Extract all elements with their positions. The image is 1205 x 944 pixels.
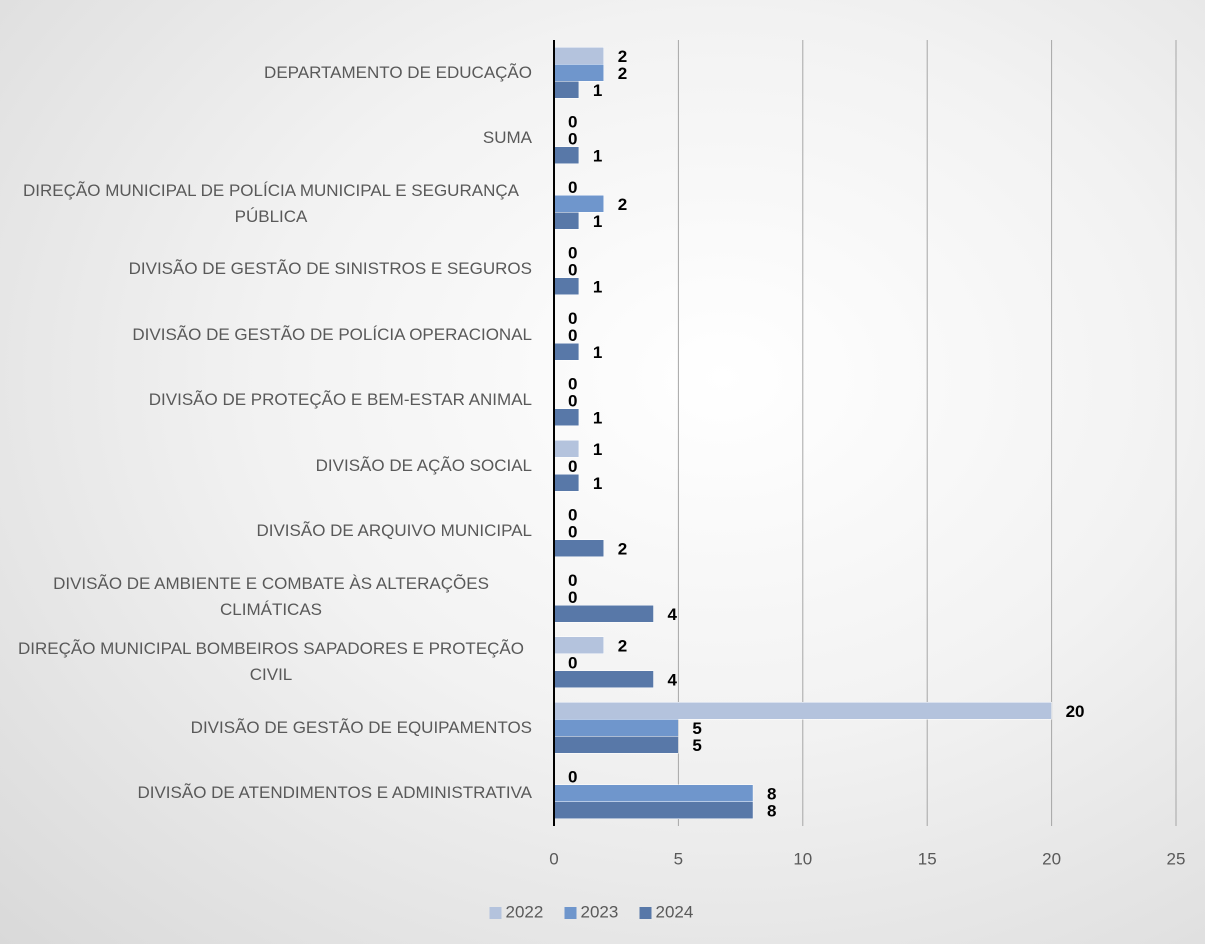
value-label: 1 — [593, 343, 602, 362]
value-label: 0 — [568, 571, 577, 590]
value-label: 2 — [618, 195, 627, 214]
value-label: 1 — [593, 474, 602, 493]
bar — [553, 670, 654, 688]
category-text: DIVISÃO DE ATENDIMENTOS E ADMINISTRATIVA — [137, 783, 532, 803]
legend-swatch — [564, 907, 577, 919]
category-label: DIVISÃO DE AÇÃO SOCIAL — [10, 433, 532, 499]
value-label: 0 — [568, 178, 577, 197]
bar — [553, 440, 580, 458]
category-text: DIVISÃO DE GESTÃO DE POLÍCIA OPERACIONAL — [132, 324, 532, 344]
value-label: 4 — [668, 671, 678, 690]
category-text: DIREÇÃO MUNICIPAL BOMBEIROS SAPADORES E … — [18, 639, 524, 685]
legend-swatch — [639, 907, 652, 919]
category-label: DEPARTAMENTO DE EDUCAÇÃO — [10, 40, 532, 106]
category-label: DIVISÃO DE ARQUIVO MUNICIPAL — [10, 499, 532, 565]
value-label: 8 — [767, 802, 776, 821]
bar — [553, 702, 1052, 720]
legend-swatch — [489, 907, 502, 919]
bar — [553, 474, 580, 492]
value-label: 0 — [568, 130, 577, 149]
value-label: 0 — [568, 375, 577, 394]
category-label: DIVISÃO DE PROTEÇÃO E BEM-ESTAR ANIMAL — [10, 368, 532, 434]
bar — [553, 605, 654, 623]
value-label: 0 — [568, 506, 577, 525]
category-text: DIVISÃO DE ARQUIVO MUNICIPAL — [256, 521, 532, 541]
value-label: 1 — [593, 409, 602, 428]
category-label: DIVISÃO DE ATENDIMENTOS E ADMINISTRATIVA — [10, 761, 532, 827]
category-text: DIVISÃO DE PROTEÇÃO E BEM-ESTAR ANIMAL — [148, 390, 532, 410]
value-label: 0 — [568, 244, 577, 263]
x-tick-label: 0 — [549, 849, 558, 868]
value-label: 0 — [568, 457, 577, 476]
legend-label: 2022 — [506, 902, 544, 921]
bar — [553, 408, 580, 426]
value-label: 1 — [593, 147, 602, 166]
legend-label: 2024 — [656, 902, 694, 921]
x-tick-label: 20 — [1042, 849, 1061, 868]
category-text: DIVISÃO DE AÇÃO SOCIAL — [315, 455, 532, 475]
value-label: 2 — [618, 64, 627, 83]
value-label: 0 — [568, 309, 577, 328]
category-label: SUMA — [10, 106, 532, 172]
bar — [553, 801, 754, 819]
category-label: DIREÇÃO MUNICIPAL BOMBEIROS SAPADORES E … — [10, 630, 532, 696]
value-label: 20 — [1066, 702, 1085, 721]
value-label: 0 — [568, 261, 577, 280]
category-label: DIVISÃO DE GESTÃO DE SINISTROS E SEGUROS — [10, 237, 532, 303]
legend-label: 2023 — [581, 902, 619, 921]
value-label: 1 — [593, 212, 602, 231]
bar — [553, 784, 754, 802]
category-text: DIREÇÃO MUNICIPAL DE POLÍCIA MUNICIPAL E… — [23, 180, 519, 226]
value-label: 0 — [568, 588, 577, 607]
bar — [553, 195, 605, 213]
x-tick-label: 10 — [793, 849, 812, 868]
bar — [553, 47, 605, 65]
value-label: 8 — [767, 785, 776, 804]
category-label: DIVISÃO DE GESTÃO DE EQUIPAMENTOS — [10, 695, 532, 761]
bar — [553, 719, 679, 737]
bar — [553, 277, 580, 295]
bar — [553, 146, 580, 164]
category-label: DIVISÃO DE AMBIENTE E COMBATE ÀS ALTERAÇ… — [10, 564, 532, 630]
value-label: 5 — [692, 719, 701, 738]
value-label: 1 — [593, 278, 602, 297]
value-label: 4 — [668, 605, 678, 624]
bar — [553, 736, 679, 754]
bar — [553, 636, 605, 654]
category-text: DIVISÃO DE GESTÃO DE SINISTROS E SEGUROS — [128, 259, 532, 279]
value-label: 0 — [568, 326, 577, 345]
value-label: 2 — [618, 637, 627, 656]
value-label: 1 — [593, 440, 602, 459]
bar — [553, 343, 580, 361]
value-label: 0 — [568, 523, 577, 542]
category-label: DIVISÃO DE GESTÃO DE POLÍCIA OPERACIONAL — [10, 302, 532, 368]
category-label: DIREÇÃO MUNICIPAL DE POLÍCIA MUNICIPAL E… — [10, 171, 532, 237]
bar — [553, 64, 605, 82]
bar — [553, 81, 580, 99]
category-text: DEPARTAMENTO DE EDUCAÇÃO — [264, 62, 532, 82]
x-tick-label: 15 — [918, 849, 937, 868]
bar — [553, 539, 605, 557]
value-label: 2 — [618, 540, 627, 559]
x-tick-label: 5 — [674, 849, 683, 868]
value-label: 2 — [618, 47, 627, 66]
value-label: 0 — [568, 654, 577, 673]
value-label: 0 — [568, 768, 577, 787]
category-text: DIVISÃO DE GESTÃO DE EQUIPAMENTOS — [190, 717, 532, 737]
x-tick-label: 25 — [1167, 849, 1186, 868]
value-label: 1 — [593, 81, 602, 100]
category-text: DIVISÃO DE AMBIENTE E COMBATE ÀS ALTERAÇ… — [53, 573, 489, 619]
category-text: SUMA — [482, 128, 532, 148]
value-label: 0 — [568, 113, 577, 132]
value-label: 0 — [568, 392, 577, 411]
value-label: 5 — [692, 736, 701, 755]
bar — [553, 212, 580, 230]
